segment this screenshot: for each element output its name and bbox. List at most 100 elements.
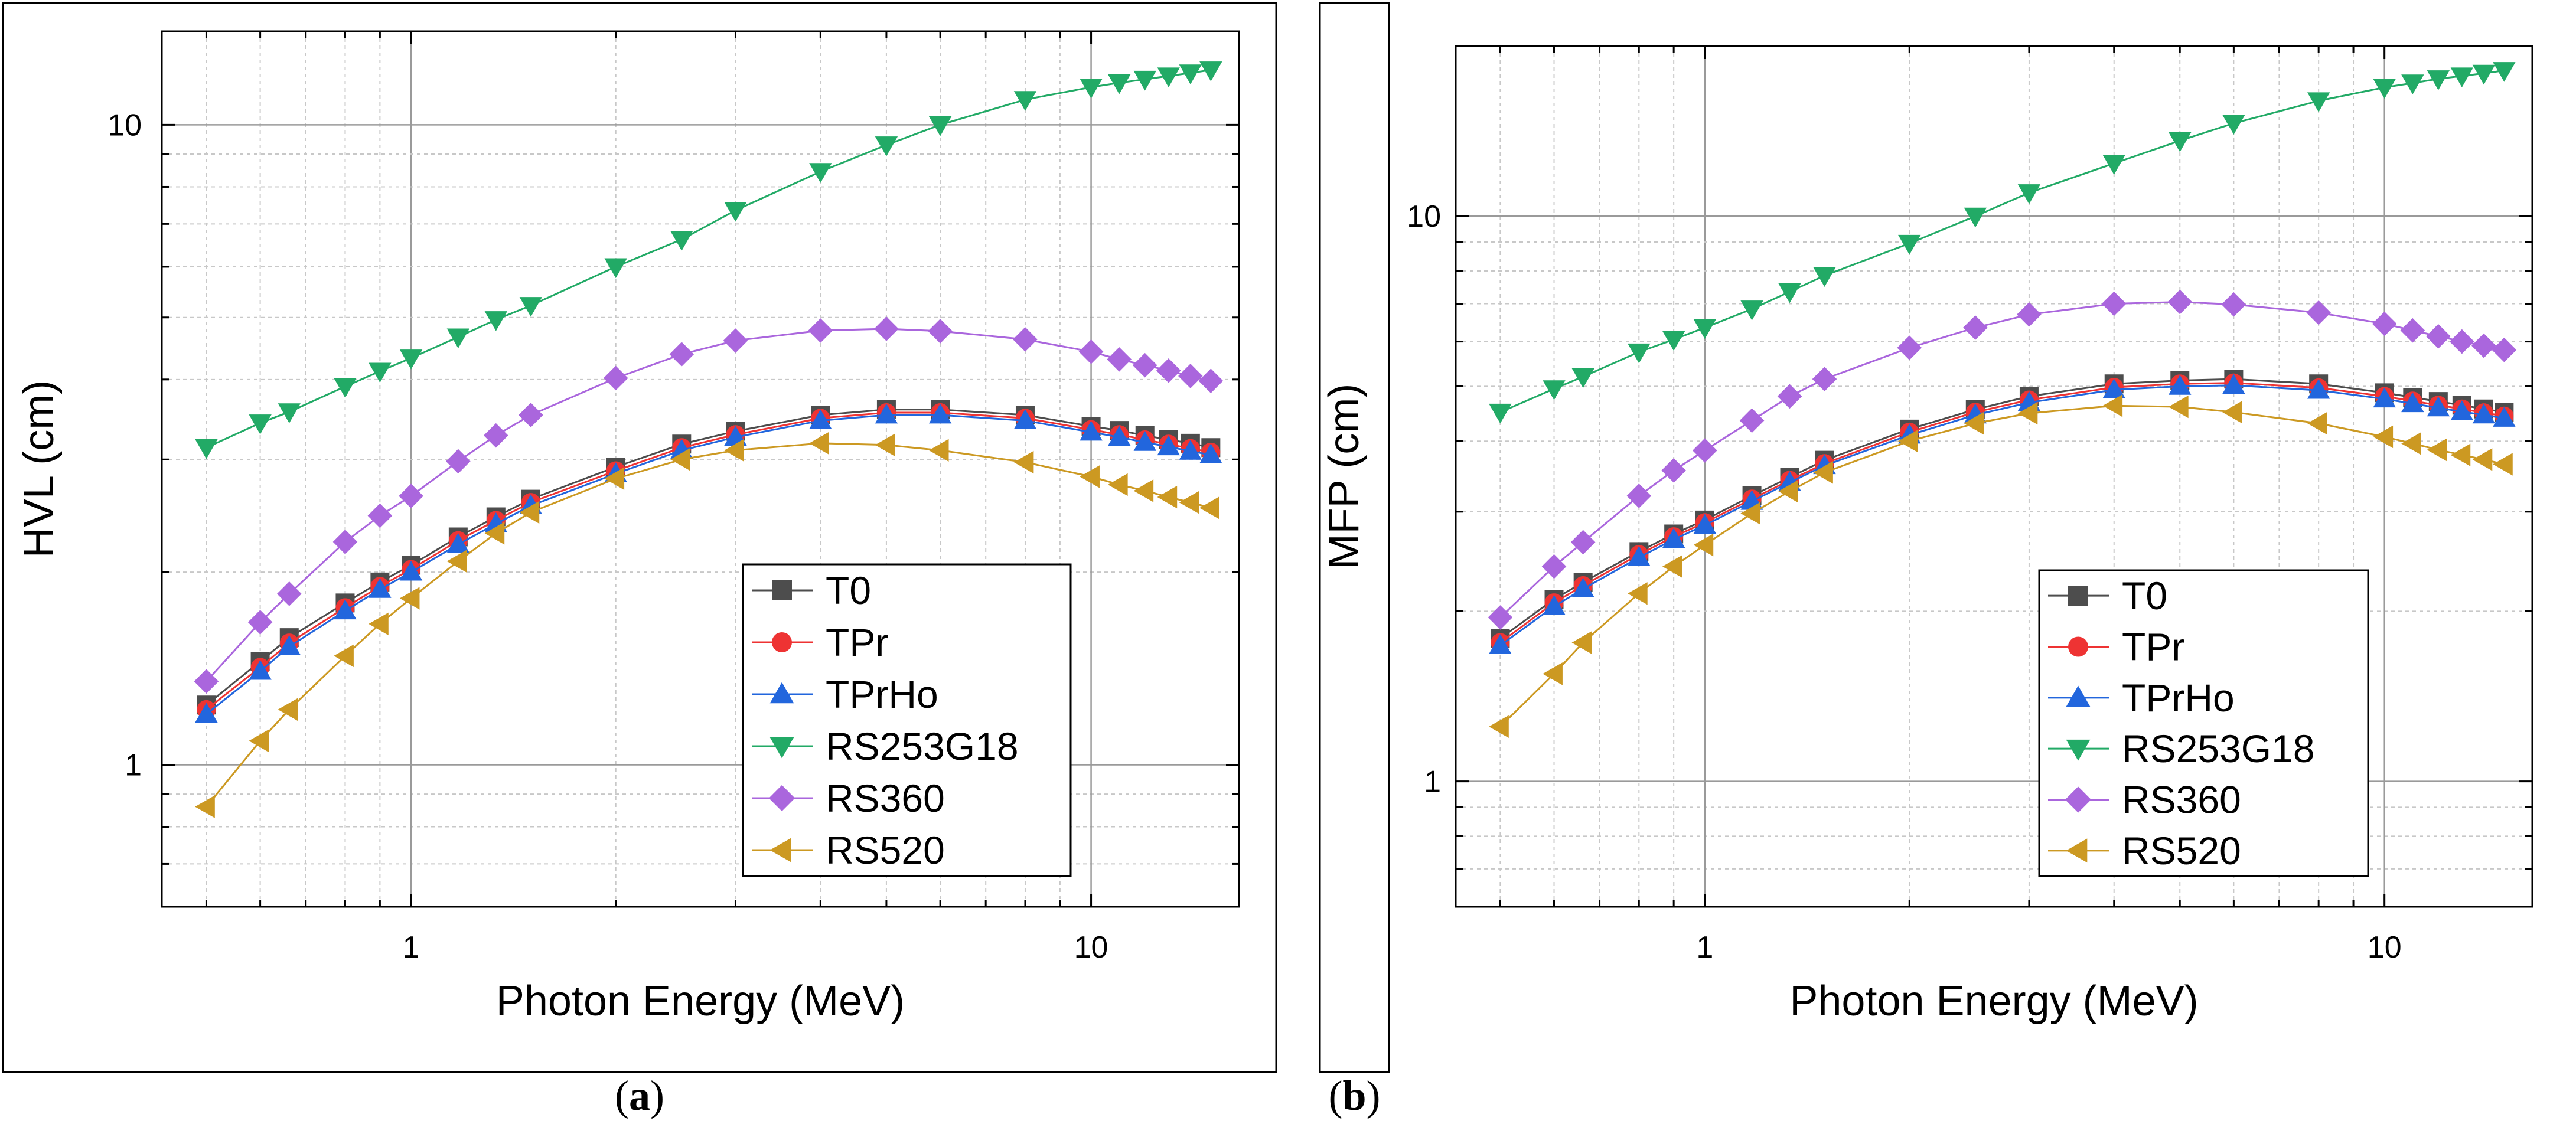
data-point-rs520 (484, 522, 505, 545)
data-point-rs253g18 (519, 297, 543, 317)
data-point-rs360 (332, 530, 358, 554)
data-point-rs360 (669, 342, 694, 367)
x-tick-label: 1 (1696, 930, 1713, 965)
data-point-rs360 (1107, 347, 1132, 372)
data-point-rs253g18 (1571, 368, 1594, 388)
data-point-tprho (334, 599, 357, 620)
legend-label: TPr (2122, 625, 2184, 669)
data-point-rs253g18 (1179, 64, 1202, 84)
plot-area-border (161, 30, 1240, 908)
data-point-rs360 (1963, 315, 1988, 340)
data-point-rs253g18 (1778, 283, 1801, 303)
legend-swatch-marker (772, 632, 792, 652)
panel-frame (2, 2, 1277, 1073)
data-point-rs360 (2372, 311, 2397, 336)
data-point-tprho (2472, 403, 2496, 424)
series-line-rs253g18 (1499, 70, 2505, 413)
series-line-rs360 (206, 328, 1211, 682)
y-tick-label: 1 (125, 748, 142, 782)
data-point-rs360 (1132, 352, 1157, 378)
series-line-tprho (1499, 384, 2505, 646)
legend-label: RS253G18 (2122, 727, 2315, 770)
data-point-rs253g18 (1080, 79, 1103, 99)
data-point-rs360 (2492, 337, 2517, 362)
data-point-rs253g18 (1813, 267, 1836, 287)
legend-swatch-marker (2066, 685, 2091, 707)
data-point-rs520 (2307, 411, 2327, 435)
data-point-rs360 (928, 319, 953, 344)
data-point-rs360 (1488, 605, 1513, 630)
data-point-rs360 (603, 365, 628, 391)
data-point-rs360 (446, 449, 471, 474)
data-point-rs520 (1108, 473, 1128, 496)
panel-b: 1 10 1 10 Photon Energy (MeV) MFP (cm) (b) T0 TP… (1319, 2, 2533, 1119)
data-point-rs360 (2167, 289, 2193, 315)
data-point-rs253g18 (928, 116, 952, 136)
y-tick-label: 10 (1407, 200, 1441, 234)
grid (162, 31, 1239, 907)
data-point-rs360 (399, 483, 423, 509)
panel-label-letter: b (1342, 1072, 1366, 1119)
series-line-tprho (206, 414, 1211, 715)
data-point-tprho (1662, 528, 1685, 548)
data-point-rs520 (2169, 395, 2189, 419)
data-point-rs253g18 (1662, 331, 1685, 351)
data-point-rs360 (1541, 554, 1567, 579)
data-point-rs520 (1157, 485, 1178, 509)
data-point-rs253g18 (1898, 234, 1921, 255)
data-point-rs360 (1739, 408, 1765, 433)
series-rs360 (194, 316, 1224, 694)
data-point-rs253g18 (369, 362, 392, 383)
data-point-rs253g18 (2401, 74, 2424, 94)
data-point-rs520 (1543, 662, 1563, 685)
x-axis-title: Photon Energy (MeV) (496, 978, 905, 1025)
y-axis-title: MFP (cm) (1320, 384, 1368, 570)
data-point-rs360 (1013, 327, 1038, 352)
data-point-rs520 (446, 550, 467, 573)
data-point-rs520 (809, 432, 829, 455)
data-point-rs360 (247, 610, 273, 635)
data-point-rs360 (2450, 329, 2474, 354)
grid (1456, 45, 2532, 907)
series-tprho (195, 403, 1222, 723)
panel-label-close: ) (650, 1072, 664, 1119)
data-point-tprho (1199, 443, 1222, 463)
data-point-rs520 (1740, 502, 1760, 525)
data-point-tprho (1157, 435, 1180, 456)
data-point-rs253g18 (249, 414, 272, 434)
data-point-tprho (1571, 577, 1594, 598)
data-point-rs253g18 (2450, 67, 2474, 87)
series-line-rs360 (1499, 301, 2505, 619)
legend-swatch-marker (769, 838, 791, 862)
data-point-rs360 (874, 316, 899, 341)
data-point-rs253g18 (2373, 79, 2396, 99)
panel-label-open: ( (615, 1072, 629, 1119)
data-point-rs360 (723, 328, 748, 353)
data-point-tprho (809, 409, 832, 429)
series-rs520 (1489, 394, 2513, 739)
data-point-rs520 (724, 439, 744, 462)
plot-area-border (1455, 45, 2533, 908)
series-line-t0 (1499, 378, 2505, 639)
data-point-tprho (2169, 375, 2192, 395)
data-point-rs253g18 (2472, 64, 2496, 85)
data-point-rs360 (276, 581, 302, 606)
data-point-tprho (446, 532, 470, 553)
data-point-rs520 (1571, 631, 1592, 654)
data-point-rs520 (1898, 429, 1918, 453)
data-point-rs520 (1964, 411, 1984, 435)
data-point-rs360 (1078, 339, 1104, 364)
legend-label: RS360 (2122, 778, 2241, 822)
data-point-rs253g18 (2307, 92, 2330, 112)
data-point-rs253g18 (484, 311, 508, 331)
data-point-rs360 (194, 669, 219, 694)
data-point-tprho (875, 403, 898, 424)
data-point-rs520 (2401, 432, 2421, 455)
data-point-tprho (2427, 396, 2450, 417)
data-point-rs520 (1778, 480, 1798, 503)
data-point-rs520 (670, 448, 690, 471)
series-rs253g18 (1489, 62, 2516, 424)
data-point-rs360 (2306, 300, 2331, 325)
data-point-tprho (399, 560, 423, 581)
